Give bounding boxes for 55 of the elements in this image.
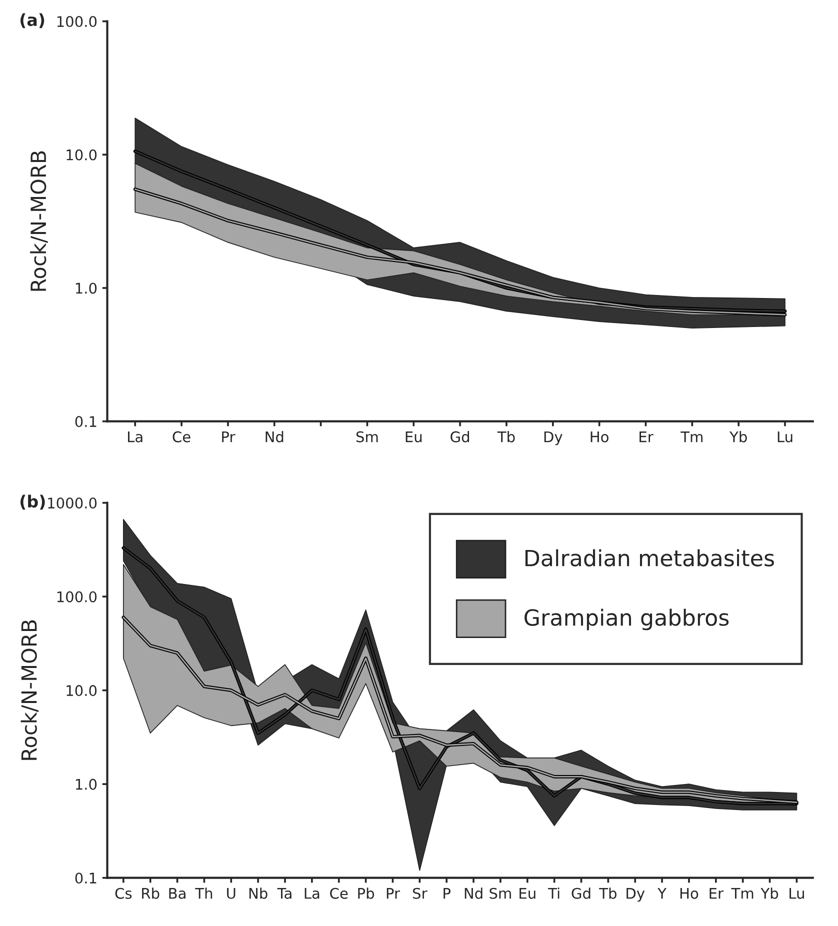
x-tick-label: Ho (680, 888, 698, 899)
x-tick-label: Yb (760, 888, 778, 899)
x-tick-label: P (444, 888, 450, 899)
x-tick-label: Nb (249, 888, 268, 899)
x-tick-label: Ta (277, 888, 292, 899)
chart-title: (a) (20, 13, 44, 28)
x-tick-label: Pr (222, 432, 236, 442)
y-tick-label: 1.0 (76, 778, 97, 790)
x-tick-label: Ce (330, 888, 348, 899)
x-tick-label: Tb (497, 431, 515, 442)
x-tick-label: Pr (386, 888, 400, 899)
x-tick-label: Ho (590, 432, 608, 442)
x-tick-label: Th (195, 888, 212, 899)
chart-title: (b) (20, 494, 45, 510)
y-axis-title: Rock/N-MORB (20, 620, 39, 760)
y-tick-label: 1.0 (76, 282, 97, 294)
x-tick-label: Tm (680, 432, 702, 442)
x-tick-label: Nd (266, 431, 284, 442)
x-tick-label: Sr (413, 888, 428, 899)
y-tick-label: 100.0 (57, 591, 97, 602)
x-tick-label: Tb (599, 888, 616, 899)
legend-label: Dalradian metabasites (525, 549, 774, 566)
y-tick-label: 1000.0 (48, 498, 97, 509)
x-tick-label: Cs (115, 888, 132, 899)
x-tick-label: Gd (450, 431, 470, 442)
x-tick-label: Lu (790, 888, 804, 899)
x-tick-label: Tm (731, 888, 754, 899)
x-tick-label: Eu (406, 432, 422, 442)
x-tick-label: Er (640, 432, 654, 442)
x-tick-label: Gd (572, 888, 590, 899)
x-tick-label: Dy (544, 432, 562, 446)
y-tick-label: 100.0 (57, 16, 97, 28)
x-tick-label: La (128, 432, 142, 442)
x-tick-label: Sm (356, 431, 378, 442)
x-tick-label: Y (658, 888, 667, 899)
x-tick-label: Dy (626, 888, 645, 902)
x-tick-label: La (304, 888, 320, 899)
x-tick-label: Pb (358, 888, 374, 899)
y-tick-label: 0.1 (75, 872, 96, 884)
y-tick-label: 10.0 (66, 685, 97, 696)
x-tick-label: Yb (729, 431, 747, 442)
y-tick-label: 0.1 (75, 416, 96, 428)
x-tick-label: Nd (464, 888, 482, 899)
y-tick-label: 10.0 (66, 149, 97, 160)
x-tick-label: Ti (548, 888, 560, 899)
x-tick-label: Sm (490, 888, 511, 899)
x-tick-label: U (227, 888, 236, 899)
x-tick-label: Ce (172, 431, 190, 442)
y-axis-title: Rock/N-MORB (30, 151, 48, 291)
x-tick-label: Ba (169, 888, 186, 899)
x-tick-label: Er (710, 888, 724, 899)
x-tick-label: Rb (142, 888, 160, 899)
x-tick-label: Lu (778, 432, 792, 442)
x-tick-label: Eu (520, 888, 536, 899)
legend-label: Grampian gabbros (524, 608, 729, 630)
